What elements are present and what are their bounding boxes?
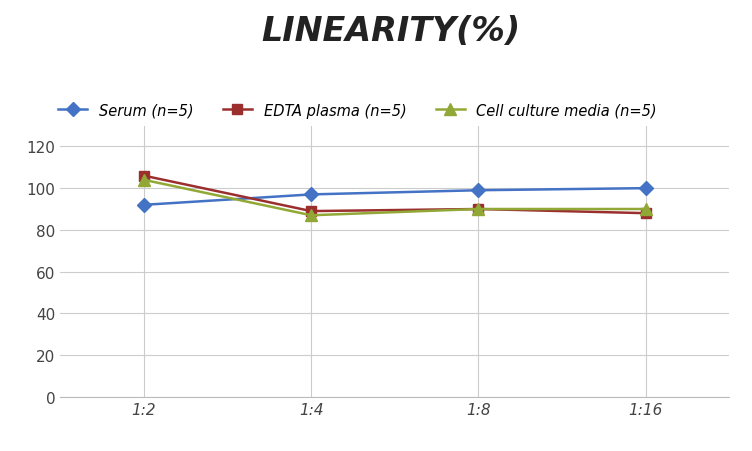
Cell culture media (n=5) — [474, 207, 483, 212]
Line: Cell culture media (n=5): Cell culture media (n=5) — [138, 175, 651, 221]
Text: LINEARITY(%): LINEARITY(%) — [262, 15, 520, 48]
Serum (n=5) — [641, 186, 650, 191]
Cell culture media (n=5) — [307, 213, 316, 218]
EDTA plasma (n=5) — [641, 211, 650, 216]
Cell culture media (n=5) — [139, 178, 148, 183]
Line: EDTA plasma (n=5): EDTA plasma (n=5) — [139, 171, 650, 219]
Serum (n=5) — [474, 188, 483, 193]
Cell culture media (n=5) — [641, 207, 650, 212]
EDTA plasma (n=5) — [307, 209, 316, 214]
Serum (n=5) — [139, 202, 148, 208]
EDTA plasma (n=5) — [139, 174, 148, 179]
Serum (n=5) — [307, 192, 316, 198]
Legend: Serum (n=5), EDTA plasma (n=5), Cell culture media (n=5): Serum (n=5), EDTA plasma (n=5), Cell cul… — [53, 97, 663, 124]
Line: Serum (n=5): Serum (n=5) — [139, 184, 650, 210]
EDTA plasma (n=5) — [474, 207, 483, 212]
